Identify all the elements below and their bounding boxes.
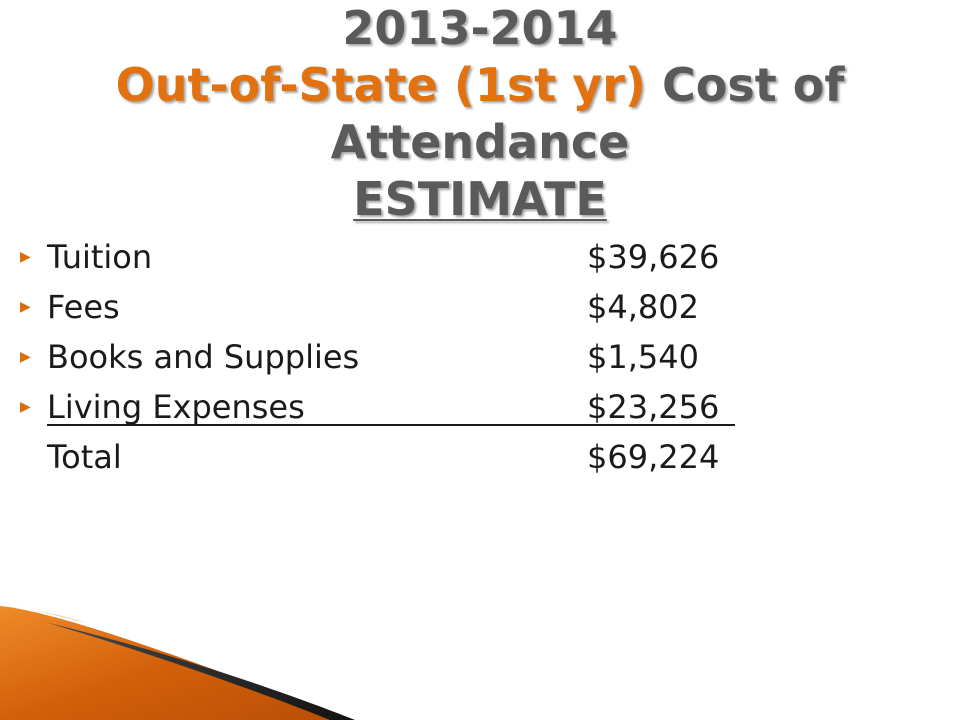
list-item-fees: ▶ Fees $4,802 [20,282,760,332]
item-amount: $39,626 [587,238,720,276]
title-accent: Out-of-State (1st yr) [115,58,646,112]
bullet-icon: ▶ [20,349,31,365]
item-amount: $1,540 [587,338,699,376]
item-label: Living Expenses [47,388,305,426]
item-amount: $4,802 [587,288,699,326]
item-label: Fees [47,288,120,326]
cost-list: ▶ Tuition $39,626 ▶ Fees $4,802 ▶ Books … [20,232,760,482]
item-amount: $69,224 [587,438,720,476]
list-item-books: ▶ Books and Supplies $1,540 [20,332,760,382]
title-attendance: Attendance [330,115,630,169]
dark-swoosh-shape [45,622,355,720]
title-estimate: ESTIMATE [353,172,607,226]
item-label: Tuition [47,238,153,276]
bullet-icon: ▶ [20,299,31,315]
item-label: Books and Supplies [47,338,360,376]
item-amount: $23,256 [587,388,720,426]
item-label: Total [47,438,122,476]
title-subject-rest: Cost of [645,58,845,112]
orange-highlight-shape [0,606,90,624]
list-item-living: ▶ Living Expenses $23,256 [20,382,760,432]
bullet-icon: ▶ [20,399,31,415]
title-year: 2013-2014 [342,1,618,55]
bullet-icon: ▶ [20,249,31,265]
sum-underline [47,424,735,426]
slide-title: 2013-2014 Out-of-State (1st yr) Cost of … [80,0,880,228]
list-item-tuition: ▶ Tuition $39,626 [20,232,760,282]
title-subject: Out-of-State (1st yr) Cost of [80,57,880,114]
list-item-total: Total $69,224 [20,432,760,482]
orange-swoosh-shape [0,606,350,720]
